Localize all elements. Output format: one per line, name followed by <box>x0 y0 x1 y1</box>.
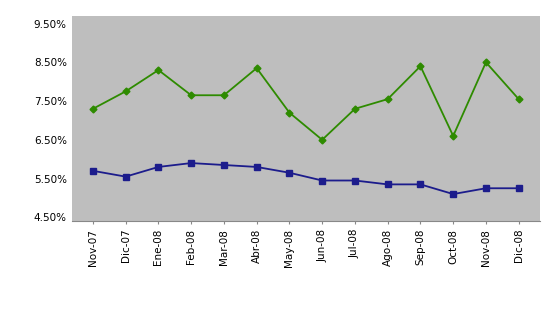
RENDIMIENTO PROMEDIO PONDERADO <box>286 111 293 115</box>
Line: TASA PASIVA: TASA PASIVA <box>90 160 521 197</box>
TASA PASIVA <box>286 171 293 175</box>
TASA PASIVA <box>417 182 424 186</box>
RENDIMIENTO PROMEDIO PONDERADO <box>253 66 260 70</box>
RENDIMIENTO PROMEDIO PONDERADO <box>155 68 162 72</box>
TASA PASIVA <box>450 192 456 196</box>
TASA PASIVA <box>253 165 260 169</box>
RENDIMIENTO PROMEDIO PONDERADO <box>385 97 391 101</box>
TASA PASIVA <box>385 182 391 186</box>
RENDIMIENTO PROMEDIO PONDERADO <box>515 97 522 101</box>
TASA PASIVA <box>122 175 129 179</box>
RENDIMIENTO PROMEDIO PONDERADO <box>122 89 129 93</box>
TASA PASIVA <box>188 161 195 165</box>
RENDIMIENTO PROMEDIO PONDERADO <box>220 93 227 97</box>
Line: RENDIMIENTO PROMEDIO PONDERADO: RENDIMIENTO PROMEDIO PONDERADO <box>90 60 521 142</box>
TASA PASIVA <box>515 186 522 190</box>
RENDIMIENTO PROMEDIO PONDERADO <box>352 107 358 111</box>
TASA PASIVA <box>90 169 96 173</box>
RENDIMIENTO PROMEDIO PONDERADO <box>450 134 456 138</box>
TASA PASIVA <box>155 165 162 169</box>
TASA PASIVA <box>220 163 227 167</box>
RENDIMIENTO PROMEDIO PONDERADO <box>319 138 326 142</box>
RENDIMIENTO PROMEDIO PONDERADO <box>417 64 424 68</box>
TASA PASIVA <box>352 179 358 182</box>
TASA PASIVA <box>319 179 326 182</box>
RENDIMIENTO PROMEDIO PONDERADO <box>90 107 96 111</box>
RENDIMIENTO PROMEDIO PONDERADO <box>483 60 489 64</box>
RENDIMIENTO PROMEDIO PONDERADO <box>188 93 195 97</box>
TASA PASIVA <box>483 186 489 190</box>
